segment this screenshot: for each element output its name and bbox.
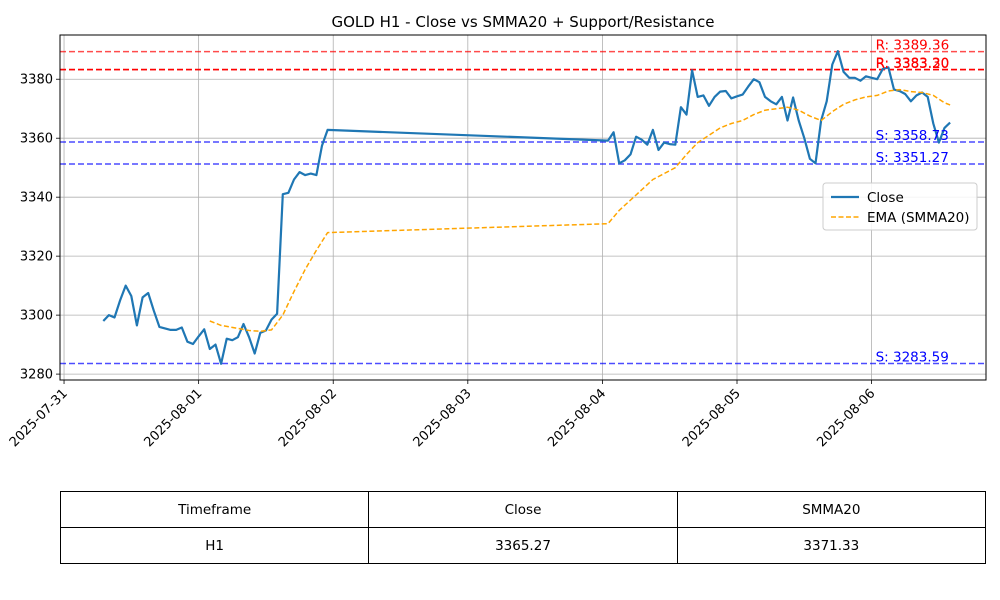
y-tick-label: 3380 <box>20 73 53 88</box>
y-tick-label: 3320 <box>20 250 53 265</box>
y-tick-label: 3340 <box>20 191 53 206</box>
x-tick-label: 2025-07-31 <box>7 386 71 450</box>
table-header-cell: SMMA20 <box>676 491 987 528</box>
table-cell: H1 <box>59 527 370 564</box>
x-tick-label: 2025-08-03 <box>411 386 475 450</box>
legend: Close EMA (SMMA20) <box>822 182 978 231</box>
grid <box>60 35 986 380</box>
x-tick-label: 2025-08-01 <box>141 386 205 450</box>
close-line <box>102 50 951 365</box>
x-tick-label: 2025-08-04 <box>545 386 609 450</box>
support-label: S: 3358.73 <box>876 128 949 144</box>
legend-entry: Close <box>867 190 904 206</box>
x-axis: 2025-07-31 2025-08-01 2025-08-02 2025-08-03… <box>7 380 878 450</box>
x-tick-label: 2025-08-05 <box>680 386 744 450</box>
y-axis: 3280 3300 3320 3340 3360 3380 <box>20 73 60 383</box>
resistance-label: R: 3389.36 <box>876 38 950 54</box>
y-tick-label: 3280 <box>20 368 53 383</box>
summary-table: Timeframe Close SMMA20 H1 3365.27 3371.3… <box>59 491 987 564</box>
legend-box <box>822 182 978 231</box>
resistance-label: R: 3383.20 <box>876 56 950 72</box>
level-labels: R: 3389.36 R: 3383.30R: 3383.20 S: 3358.73… <box>876 38 950 366</box>
chart-title: GOLD H1 - Close vs SMMA20 + Support/Resi… <box>331 13 714 31</box>
smma20-line <box>209 88 951 333</box>
table-cell: 3365.27 <box>368 527 678 564</box>
table-cell: 3371.33 <box>676 527 987 564</box>
table-row: H1 3365.27 3371.33 <box>59 527 987 564</box>
table-header-cell: Close <box>368 491 678 528</box>
series-layer <box>102 50 951 365</box>
resistance-label: R: 3383.30 <box>876 56 950 72</box>
y-tick-label: 3300 <box>20 309 53 324</box>
support-label: S: 3283.59 <box>876 350 949 366</box>
table-header-row: Timeframe Close SMMA20 <box>59 491 987 528</box>
plot-frame <box>59 34 987 381</box>
chart: 2025-07-31 2025-08-01 2025-08-02 2025-08-03… <box>7 13 987 450</box>
y-tick-label: 3360 <box>20 132 53 147</box>
x-tick-label: 2025-08-06 <box>814 386 878 450</box>
legend-entry: EMA (SMMA20) <box>867 210 970 226</box>
support-resistance-levels <box>60 50 986 365</box>
support-label: S: 3351.27 <box>876 150 949 166</box>
table-header-cell: Timeframe <box>59 491 370 528</box>
x-tick-label: 2025-08-02 <box>276 386 340 450</box>
